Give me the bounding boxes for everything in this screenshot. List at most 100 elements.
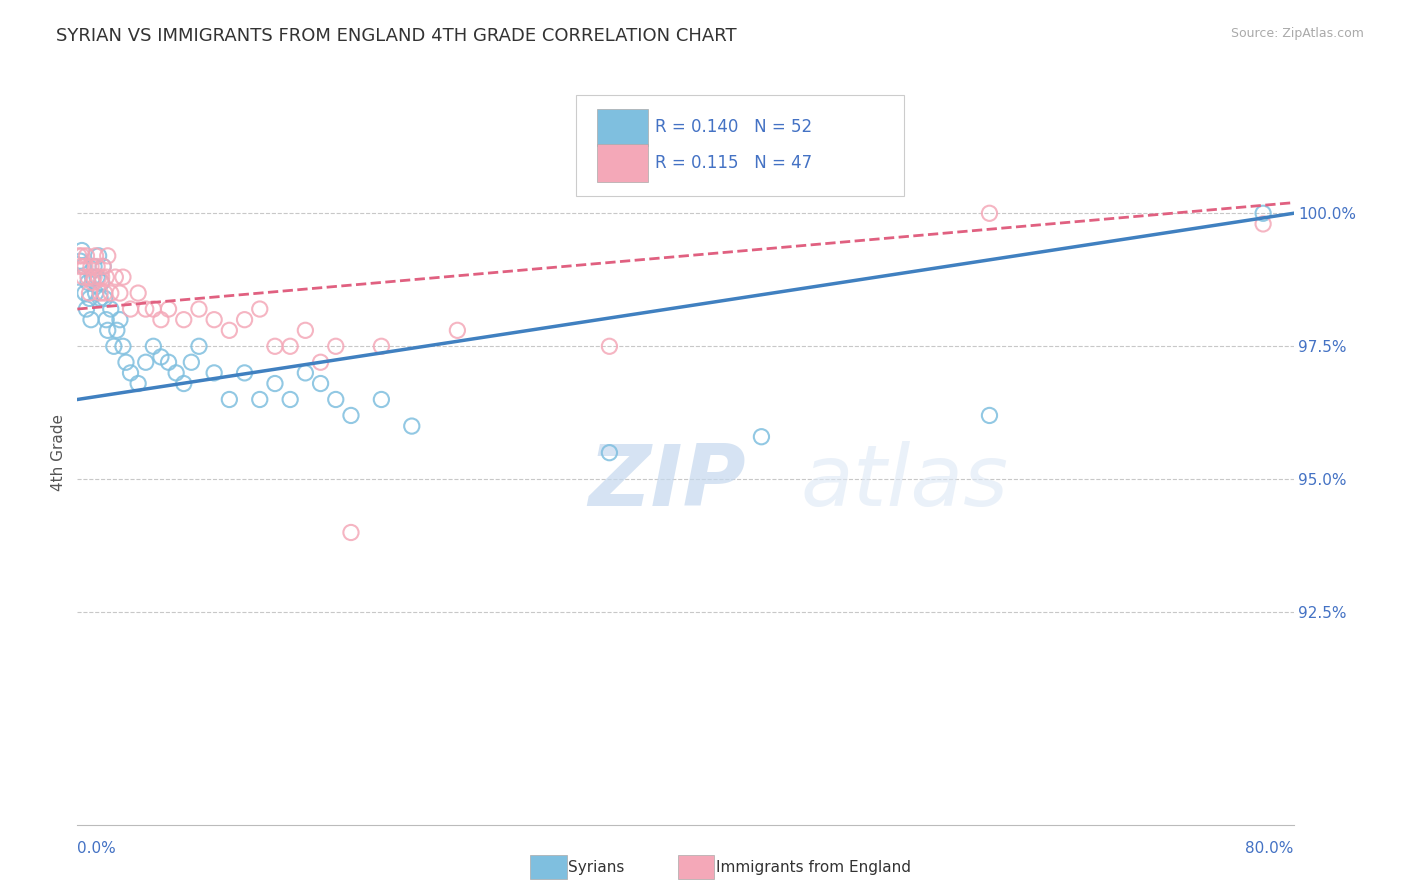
Point bbox=[72, 270, 94, 285]
Point bbox=[325, 339, 347, 353]
Point bbox=[979, 206, 1001, 220]
Point bbox=[87, 270, 110, 285]
Point bbox=[127, 286, 149, 301]
Point bbox=[1251, 217, 1274, 231]
Point bbox=[249, 392, 271, 407]
Point bbox=[218, 323, 240, 337]
Text: ZIP: ZIP bbox=[588, 441, 745, 524]
Point bbox=[1251, 206, 1274, 220]
Point bbox=[278, 392, 301, 407]
Point bbox=[67, 270, 90, 285]
Point bbox=[309, 355, 332, 369]
Text: 0.0%: 0.0% bbox=[77, 841, 117, 856]
Point bbox=[70, 249, 93, 263]
Point bbox=[111, 270, 134, 285]
Point bbox=[96, 312, 118, 326]
Point bbox=[264, 339, 287, 353]
Point bbox=[149, 312, 172, 326]
Point bbox=[115, 355, 138, 369]
Point bbox=[202, 312, 225, 326]
Point bbox=[75, 301, 97, 316]
Point bbox=[157, 355, 180, 369]
Point bbox=[69, 260, 91, 274]
Point bbox=[149, 350, 172, 364]
Point bbox=[233, 366, 256, 380]
Point bbox=[135, 301, 157, 316]
Point bbox=[294, 323, 316, 337]
Point bbox=[96, 270, 118, 285]
Point bbox=[446, 323, 468, 337]
Point bbox=[77, 276, 100, 290]
Point bbox=[598, 446, 620, 460]
Point bbox=[91, 260, 114, 274]
Point bbox=[82, 270, 104, 285]
Point bbox=[180, 355, 202, 369]
Point bbox=[202, 366, 225, 380]
Point bbox=[86, 270, 108, 285]
Point bbox=[173, 376, 195, 391]
Point bbox=[105, 323, 128, 337]
Point bbox=[75, 249, 97, 263]
Point bbox=[120, 301, 142, 316]
Point bbox=[278, 339, 301, 353]
Text: Immigrants from England: Immigrants from England bbox=[716, 860, 911, 874]
Point bbox=[80, 312, 103, 326]
Point bbox=[249, 301, 271, 316]
Text: atlas: atlas bbox=[801, 441, 1010, 524]
Point bbox=[188, 339, 211, 353]
Point bbox=[86, 260, 108, 274]
Point bbox=[264, 376, 287, 391]
Point bbox=[67, 249, 90, 263]
Point bbox=[91, 260, 114, 274]
Point bbox=[87, 249, 110, 263]
Point bbox=[90, 270, 112, 285]
Point bbox=[173, 312, 195, 326]
Point bbox=[104, 270, 127, 285]
FancyBboxPatch shape bbox=[576, 95, 904, 195]
Point bbox=[188, 301, 211, 316]
Point bbox=[120, 366, 142, 380]
Point bbox=[751, 430, 773, 444]
Point bbox=[370, 339, 392, 353]
Point bbox=[108, 312, 131, 326]
Point bbox=[73, 286, 96, 301]
Point bbox=[97, 323, 120, 337]
Point bbox=[309, 376, 332, 391]
Point bbox=[325, 392, 347, 407]
Point bbox=[84, 286, 107, 301]
Text: 80.0%: 80.0% bbox=[1246, 841, 1294, 856]
Text: Syrians: Syrians bbox=[568, 860, 624, 874]
Point bbox=[79, 292, 101, 306]
Point bbox=[233, 312, 256, 326]
Point bbox=[84, 249, 107, 263]
Point bbox=[370, 392, 392, 407]
FancyBboxPatch shape bbox=[596, 145, 648, 182]
Point bbox=[135, 355, 157, 369]
Point bbox=[70, 244, 93, 258]
Point bbox=[340, 409, 363, 423]
Point bbox=[100, 286, 122, 301]
Point bbox=[218, 392, 240, 407]
Point bbox=[340, 525, 363, 540]
Point bbox=[142, 301, 165, 316]
Point bbox=[93, 286, 115, 301]
FancyBboxPatch shape bbox=[596, 109, 648, 145]
Text: SYRIAN VS IMMIGRANTS FROM ENGLAND 4TH GRADE CORRELATION CHART: SYRIAN VS IMMIGRANTS FROM ENGLAND 4TH GR… bbox=[56, 27, 737, 45]
Point bbox=[127, 376, 149, 391]
Point bbox=[73, 260, 96, 274]
Point bbox=[83, 260, 105, 274]
Point bbox=[77, 270, 100, 285]
Point bbox=[598, 339, 620, 353]
Point bbox=[89, 292, 111, 306]
Point bbox=[100, 301, 122, 316]
Point bbox=[97, 249, 120, 263]
Point bbox=[103, 339, 125, 353]
Text: R = 0.115   N = 47: R = 0.115 N = 47 bbox=[655, 154, 813, 172]
Point bbox=[80, 260, 103, 274]
Point bbox=[157, 301, 180, 316]
Point bbox=[89, 286, 111, 301]
Y-axis label: 4th Grade: 4th Grade bbox=[51, 414, 66, 491]
Point bbox=[83, 270, 105, 285]
Point bbox=[401, 419, 423, 434]
Point bbox=[82, 276, 104, 290]
